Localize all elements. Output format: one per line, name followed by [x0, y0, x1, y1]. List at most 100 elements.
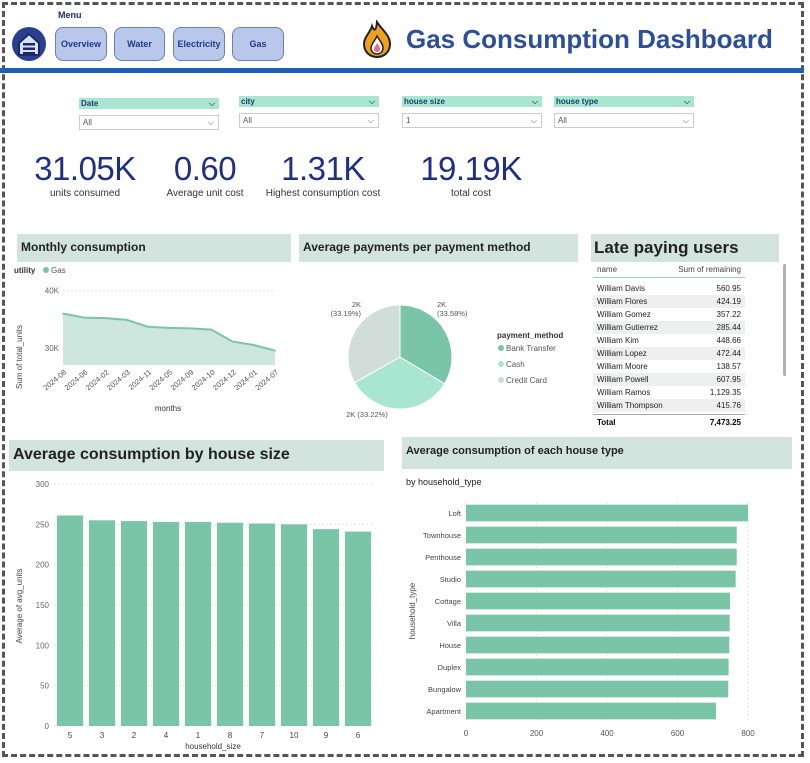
bar-house-type-bungalow: [466, 680, 729, 698]
bar-house-type-studio: [466, 570, 736, 588]
monthly-consumption-chart[interactable]: utility Gas Sum of total_units months 40…: [13, 265, 298, 425]
y-tick-label: House: [439, 641, 461, 650]
x-tick-label: 6: [356, 731, 361, 740]
y-axis-title: Average of avg_units: [15, 568, 24, 643]
slicer-date[interactable]: Date ⌵ All ⌵: [79, 98, 219, 130]
column-header-name[interactable]: name: [597, 265, 618, 274]
x-tick-label: 7: [260, 731, 265, 740]
y-tick-label: Townhouse: [423, 531, 461, 540]
bar-house-type-townhouse: [466, 526, 737, 544]
y-tick-label: Penthouse: [425, 553, 461, 562]
cell-name: William Thompson: [593, 399, 671, 412]
column-header-remaining[interactable]: Sum of remaining: [678, 265, 741, 274]
cell-name: William Kim: [597, 336, 639, 345]
kpi-total-cost: 19.19K total cost: [416, 150, 526, 199]
cell-remaining: 415.76: [670, 399, 745, 412]
payments-header: Average payments per payment method: [299, 234, 578, 262]
data-point: [104, 317, 107, 319]
bar-house-size-2: [120, 521, 148, 726]
cell-name: William Flores: [593, 295, 671, 308]
chevron-down-icon: ⌵: [207, 118, 214, 127]
kpi-label: Highest consumption cost: [265, 188, 381, 199]
cell-remaining: 560.95: [716, 284, 741, 293]
table-row[interactable]: William Kim 448.66: [593, 334, 745, 347]
slicer-date-dropdown[interactable]: All ⌵: [79, 115, 219, 130]
cell-name: William Ramos: [597, 388, 651, 397]
data-point: [62, 312, 64, 315]
kpi-value: 31.05K: [34, 150, 136, 187]
legend-marker: [43, 267, 49, 273]
table-scrollbar[interactable]: [783, 264, 786, 376]
nav-overview-button[interactable]: Overview: [55, 27, 107, 61]
bar-house-size-10: [280, 524, 308, 726]
table-row[interactable]: William Gutierrez 285.44: [593, 321, 745, 334]
house-type-subtitle: by household_type: [406, 477, 482, 487]
legend-item: Bank Transfer: [506, 344, 556, 353]
chevron-down-icon: ⌵: [682, 116, 689, 125]
bar-house-type-loft: [466, 504, 748, 522]
table-row[interactable]: William Moore 138.57: [593, 360, 745, 373]
y-tick-label: 30K: [45, 344, 60, 353]
area-fill: [63, 313, 275, 365]
kpi-average-unit-cost: 0.60 Average unit cost: [150, 150, 260, 199]
slicer-house-size[interactable]: house size ⌵ 1 ⌵: [402, 96, 542, 128]
nav-electricity-button[interactable]: Electricity: [173, 27, 225, 61]
table-row[interactable]: William Ramos 1,129.35: [593, 386, 745, 399]
chevron-down-icon[interactable]: ⌵: [208, 99, 215, 108]
legend-item: Credit Card: [506, 376, 547, 385]
x-tick-label: 0: [464, 729, 469, 738]
pie-data-label: (33.58%): [437, 309, 468, 318]
data-point: [231, 340, 234, 343]
kpi-label: Average unit cost: [166, 188, 244, 199]
nav-water-button[interactable]: Water: [114, 27, 165, 61]
y-tick-label: Studio: [440, 575, 461, 584]
x-tick-label: 5: [68, 731, 73, 740]
cell-name: William Moore: [597, 362, 648, 371]
chevron-down-icon[interactable]: ⌵: [368, 97, 375, 106]
table-row[interactable]: William Flores 424.19: [593, 295, 745, 308]
table-row[interactable]: William Davis 560.95: [593, 282, 745, 295]
table-row[interactable]: William Thompson 415.76: [593, 399, 745, 412]
house-type-bar-chart[interactable]: household_type Loft Townhouse Penthouse Stu…: [402, 494, 792, 752]
x-tick-label: 2: [132, 731, 137, 740]
pie-data-label: 2K (33.22%): [346, 410, 388, 419]
y-tick-label: 40K: [45, 287, 60, 296]
slicer-city-dropdown[interactable]: All ⌵: [239, 113, 379, 128]
y-tick-label: 250: [36, 520, 50, 529]
kpi-highest-consumption-cost: 1.31K Highest consumption cost: [263, 150, 383, 199]
chevron-down-icon[interactable]: ⌵: [683, 97, 690, 106]
slicer-house-type-dropdown[interactable]: All ⌵: [554, 113, 694, 128]
table-row[interactable]: William Lopez 472.44: [593, 347, 745, 360]
header-divider: [0, 68, 804, 73]
slicer-city[interactable]: city ⌵ All ⌵: [239, 96, 379, 128]
cell-name: William Lopez: [593, 347, 671, 360]
y-axis-title: Sum of total_units: [15, 325, 24, 389]
slicer-city-label: city ⌵: [239, 96, 379, 107]
slicer-house-type[interactable]: house type ⌵ All ⌵: [554, 96, 694, 128]
nav-gas-button[interactable]: Gas: [232, 27, 284, 61]
table-total-row: Total 7,473.25: [593, 414, 745, 429]
flame-icon: [360, 18, 394, 59]
house-size-header: Average consumption by house size: [9, 440, 384, 471]
chevron-down-icon[interactable]: ⌵: [531, 97, 538, 106]
late-users-header: Late paying users: [591, 234, 779, 262]
y-tick-label: 150: [36, 601, 50, 610]
cell-remaining: 138.57: [716, 362, 741, 371]
x-tick-label: 8: [228, 731, 233, 740]
x-tick-label: 600: [671, 729, 685, 738]
table-row[interactable]: William Powell 607.95: [593, 373, 745, 386]
bar-house-size-3: [88, 520, 116, 726]
data-point: [168, 327, 170, 329]
data-point: [274, 349, 276, 352]
data-point: [125, 319, 128, 321]
y-tick-label: Bungalow: [428, 685, 462, 694]
house-type-header: Average consumption of each house type: [402, 437, 792, 469]
home-icon[interactable]: [11, 26, 47, 62]
y-tick-label: Duplex: [438, 663, 462, 672]
x-tick-label: 10: [290, 731, 299, 740]
slicer-house-size-dropdown[interactable]: 1 ⌵: [402, 113, 542, 128]
house-size-bar-chart[interactable]: Average of avg_units household_size 0 50 1…: [9, 474, 394, 752]
payments-pie-chart[interactable]: 2K (33.58%) 2K (33.22%) 2K (33.19%) payment_…: [299, 265, 584, 430]
table-row[interactable]: William Gomez 357.22: [593, 308, 745, 321]
late-users-table[interactable]: name Sum of remaining William Davis 560.9…: [593, 262, 786, 432]
